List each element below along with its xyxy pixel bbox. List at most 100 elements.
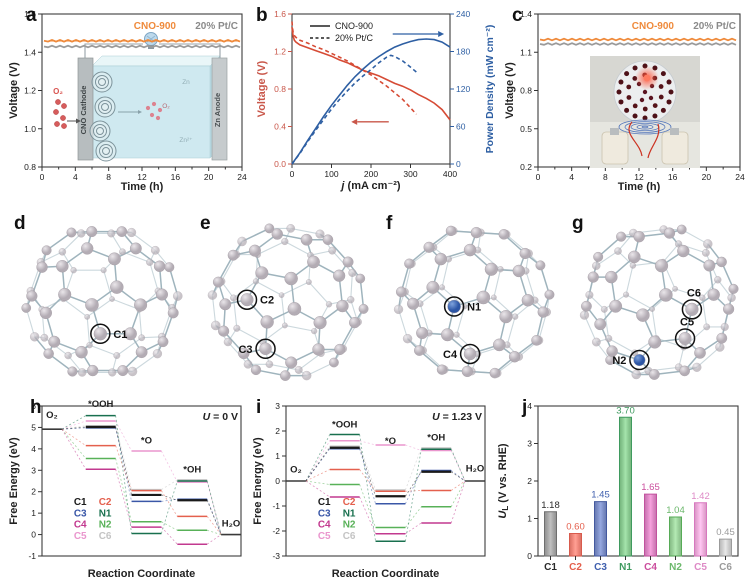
carbon-atom [470,226,482,239]
stage-label-O: *O [385,436,396,447]
legend-C6: C6 [99,531,112,542]
led-icon [618,99,624,105]
right-y-tick-label: 0 [456,159,461,169]
carbon-atom [230,294,237,302]
carbon-atom [300,233,313,246]
o2-molecule-icon [55,99,61,105]
carbon-atom [672,285,678,292]
carbon-atom [649,306,655,312]
x-axis-label: j (mA cm⁻²) [339,180,401,192]
carbon-atom [663,227,676,239]
carbon-atom [280,370,291,381]
y-tick-label: 1.0 [24,124,36,134]
carbon-atom [150,245,160,255]
carbon-atom [127,366,138,377]
x-axis-label: Time (h) [121,181,164,193]
right-y-tick-label: 60 [456,122,466,132]
legend-C1: C1 [74,497,87,508]
x-tick-label: 16 [668,172,678,182]
coil-icon [624,121,666,133]
carbon-atom [86,341,93,349]
carbon-atom [238,347,250,360]
carbon-atom [77,229,86,238]
carbon-atom [284,271,298,286]
legend-pt-c: 20% Pt/C [195,21,238,32]
legend-N1: N1 [343,508,356,519]
y-tick-label: 0 [31,530,36,540]
carbon-atom [210,320,221,331]
carbon-atom [129,242,142,255]
carbon-atom [694,347,706,359]
y-tick-label: 2 [527,476,532,486]
carbon-atom [75,345,88,359]
panel-b-chart: 0.0 0.4 0.8 1.2 1.6 0 60 120 180 240 0 100 200 300 400… [256,9,496,192]
site-ring-C2 [236,289,258,310]
carbon-atom [227,249,239,261]
carbon-atom [592,261,601,270]
carbon-atom [281,322,288,329]
panel-i-letter: i [256,397,262,418]
panel-e-letter: e [200,213,211,234]
carbon-atom [265,360,274,369]
carbon-atom [243,359,253,369]
carbon-atom [544,289,555,300]
zn-anode-label: Zn Anode [213,93,222,127]
stage-label-H₂O: H₂O [222,518,240,529]
stage-label-O₂: O₂ [46,410,58,421]
carbon-atom [287,302,302,316]
x-tick-label: 0 [536,172,541,182]
panel-d-molecule: C1 [21,226,183,377]
led-demo-photo [590,56,700,168]
carbon-atom [727,293,736,302]
led-icon [632,65,638,71]
panel-h: h -1 0 1 2 3 4 5 6 Reaction Coordinate Free Energ… [6,398,248,582]
y-tick-label: 2 [275,426,280,436]
zn-air-cell [661,131,689,165]
carbon-atom [633,230,645,243]
red-wire [647,123,660,159]
carbon-atom [322,234,334,245]
carbon-atom [100,267,107,274]
carbon-atom [218,325,230,337]
carbon-atom [593,251,604,262]
panel-g-letter: g [572,213,584,234]
carbon-atom [223,337,233,347]
carbon-atom [240,293,254,307]
y-tick-label: 1 [31,508,36,518]
panel-c-letter: c [512,5,523,26]
level-connectors [61,415,222,545]
panel-i-chart: -3 -2 -1 0 1 2 3 Reaction Coordinate Free Energy… [252,401,486,580]
site-label-C4: C4 [443,349,458,361]
carbon-atom [56,260,69,273]
carbon-atom [461,365,473,377]
carbon-atom [692,362,702,372]
o2-molecule-icon [60,115,66,121]
x-axis-label: Reaction Coordinate [88,568,196,580]
bar-C2 [569,533,582,557]
carbon-atom [48,335,61,348]
carbon-atom [463,347,477,361]
zn-label: Zn [182,79,190,86]
stage-label-O: *O [141,436,152,447]
carbon-atom [676,224,687,235]
carbon-atom [271,228,283,240]
y-tick-label: 1.1 [520,47,532,57]
panel-c: c 0.2 0.5 0.8 1.1 1.4 0 4 8 12 16 20 24 Time (h) Volt… [502,4,748,194]
carbon-atom [21,303,32,313]
carbon-atom [489,367,501,379]
carbon-atom [699,294,706,301]
carbon-atom [110,280,124,294]
carbon-atom [511,313,519,320]
carbon-atom [648,335,662,349]
carbon-atom [404,258,415,269]
red-wire [628,121,643,157]
y-tick-label: 4 [527,401,532,411]
x-tick-label: 300 [403,169,417,179]
carbon-atom [395,286,407,298]
legend-C4: C4 [318,520,331,531]
y-axis-label: Voltage (V) [8,62,20,119]
panel-g: g N2 C5 C6 [568,200,746,392]
zn-ion-label: Zn²⁺ [179,137,192,144]
carbon-atom [93,327,107,341]
